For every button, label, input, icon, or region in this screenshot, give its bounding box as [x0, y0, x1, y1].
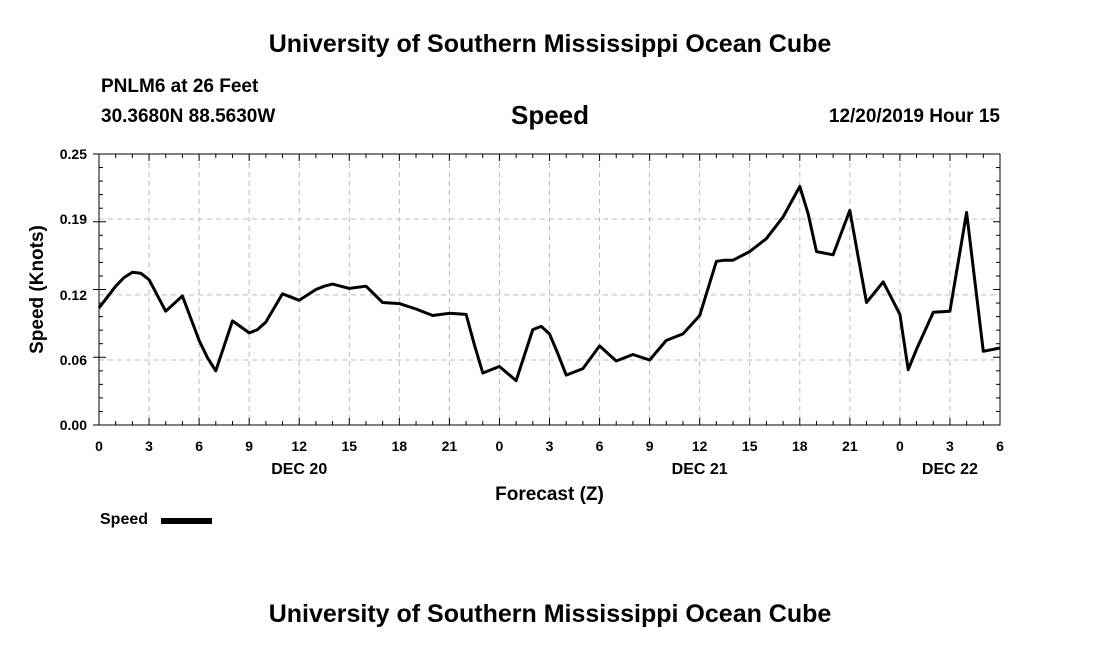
x-tick-label: 21	[442, 438, 458, 454]
y-tick-label: 0.25	[60, 146, 87, 162]
station-label: PNLM6 at 26 Feet	[101, 76, 259, 97]
x-tick-label: 6	[996, 438, 1004, 454]
chart-footer-title: University of Southern Mississippi Ocean…	[268, 600, 832, 628]
x-axis-title: Forecast (Z)	[495, 484, 604, 505]
x-tick-label: 9	[245, 438, 253, 454]
x-tick-label: 9	[646, 438, 654, 454]
x-tick-label: 6	[596, 438, 604, 454]
x-tick-label: 6	[195, 438, 203, 454]
day-label: DEC 22	[922, 461, 978, 478]
series-line-speed	[97, 185, 1001, 383]
grid-lines	[99, 154, 1000, 425]
y-tick-label: 0.12	[60, 287, 87, 303]
y-tick-label: 0.00	[60, 417, 87, 433]
legend: Speed	[100, 511, 212, 528]
x-tick-label: 3	[946, 438, 954, 454]
x-tick-label: 0	[896, 438, 904, 454]
x-tick-label: 12	[692, 438, 708, 454]
series-layer	[97, 185, 1001, 383]
legend-swatch	[161, 518, 212, 524]
y-axis-title: Speed (Knots)	[27, 225, 48, 354]
x-tick-label: 15	[742, 438, 758, 454]
axis-labels: 0 3 6 9 12 15 18 21 0 3 6 9 12 15 18 21 0 3 6 DEC 20 DEC 21 D…	[27, 146, 1004, 505]
variable-title: Speed	[510, 100, 590, 130]
y-tick-label: 0.06	[60, 352, 87, 368]
x-tick-label: 0	[496, 438, 504, 454]
chart-super-title: University of Southern Mississippi Ocean…	[268, 30, 832, 58]
x-tick-label: 12	[291, 438, 307, 454]
x-tick-label: 3	[145, 438, 153, 454]
x-tick-label: 0	[95, 438, 103, 454]
x-tick-label: 3	[546, 438, 554, 454]
y-tick-label: 0.19	[60, 211, 87, 227]
forecast-datetime: 12/20/2019 Hour 15	[828, 106, 1000, 127]
x-tick-label: 18	[392, 438, 408, 454]
x-tick-label: 18	[792, 438, 808, 454]
day-label: DEC 20	[271, 461, 327, 478]
legend-label: Speed	[100, 511, 148, 528]
x-tick-label: 15	[341, 438, 357, 454]
day-label: DEC 21	[672, 461, 728, 478]
coordinates-label: 30.3680N 88.5630W	[101, 106, 276, 127]
axes	[93, 153, 1001, 426]
x-tick-label: 21	[842, 438, 858, 454]
